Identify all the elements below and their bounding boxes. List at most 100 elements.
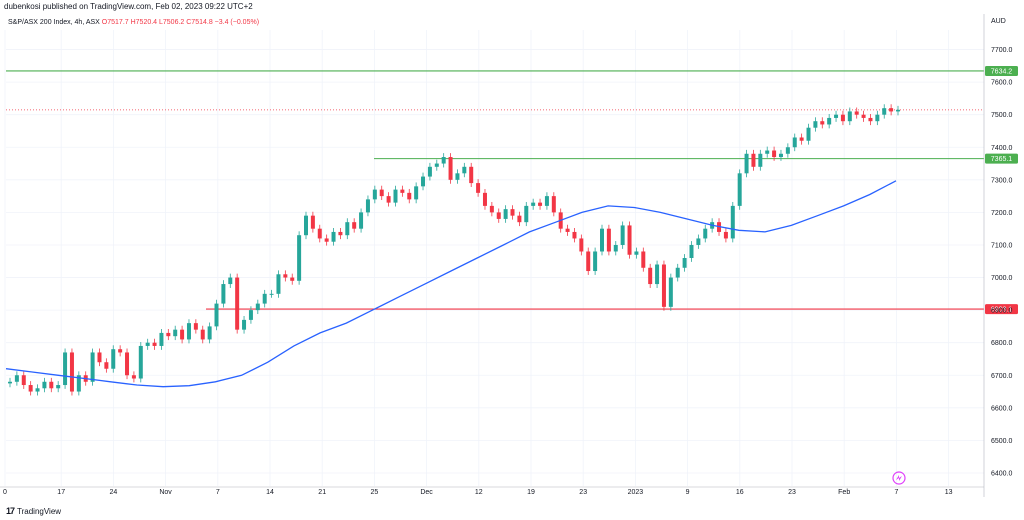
candle-body [531, 202, 536, 206]
candle-body [806, 127, 811, 141]
level-price-label: 6903.1 [991, 307, 1013, 314]
x-tick-label: 7 [894, 489, 898, 496]
candle-body [847, 111, 852, 122]
candle-body [820, 121, 825, 125]
candle-body [579, 238, 584, 252]
symbol-name: S&P/ASX 200 Index, 4h, ASX [8, 19, 100, 26]
candle-body [152, 342, 157, 346]
candle-body [386, 196, 391, 203]
tradingview-logo[interactable]: 17 TradingView [6, 506, 61, 516]
candle-body [868, 117, 873, 122]
candle-body [166, 332, 171, 337]
x-tick-label: 24 [110, 489, 118, 496]
candle-body [242, 319, 247, 330]
y-tick-label: 6500.0 [991, 438, 1013, 445]
candle-body [63, 352, 68, 386]
candle-body [517, 215, 522, 223]
candle-body [496, 212, 501, 219]
candle-body [262, 293, 267, 304]
candle-body [730, 205, 735, 239]
y-tick-label: 6900.0 [991, 308, 1013, 315]
candle-body [248, 310, 253, 320]
candle-body [365, 199, 370, 213]
candle-body [606, 228, 611, 252]
candle-body [827, 117, 832, 125]
y-tick-label: 7700.0 [991, 47, 1013, 54]
x-tick-label: 25 [371, 489, 379, 496]
candle-body [434, 163, 439, 167]
candle-body [97, 352, 102, 363]
candle-body [207, 326, 212, 340]
x-tick-label: 21 [318, 489, 326, 496]
y-tick-label: 6400.0 [991, 470, 1013, 477]
price-axis[interactable]: 6400.0 6500.0 6600.0 6700.0 6800.0 6900.0 7000… [0, 14, 1013, 497]
tradingview-badge-icon[interactable] [892, 471, 906, 485]
candle-body [600, 228, 604, 252]
candle-body [180, 329, 185, 340]
candle-body [8, 381, 12, 384]
candle-body [407, 192, 412, 200]
candle-body [200, 329, 205, 340]
candle-body [792, 137, 797, 148]
candle-body [193, 323, 198, 330]
candle-body [324, 238, 329, 242]
candle-body [186, 323, 191, 340]
candle-body [131, 375, 136, 379]
candle-body [875, 114, 880, 122]
candle-body [372, 189, 377, 200]
x-tick-label: 2023 [628, 489, 644, 496]
horizontal-levels[interactable]: 7634.2 7365.1 6903.1 [6, 65, 1018, 315]
candle-body [455, 173, 460, 180]
tv-logo-icon: 17 [6, 506, 15, 516]
candle-body [785, 147, 790, 154]
candle-body [228, 277, 233, 285]
x-tick-label: 7 [216, 489, 220, 496]
candle-body [861, 114, 866, 118]
candle-body [159, 332, 164, 346]
candle-body [359, 212, 364, 229]
publisher-line: dubenkosi published on TradingView.com, … [4, 2, 253, 11]
candle-body [675, 267, 680, 278]
level-price-label: 7634.2 [991, 69, 1013, 76]
x-tick-label: 0 [3, 489, 7, 496]
y-tick-label: 7100.0 [991, 242, 1013, 249]
candle-body [648, 267, 653, 285]
x-tick-label: 16 [736, 489, 744, 496]
candle-body [572, 231, 577, 239]
candle-body [379, 189, 384, 197]
candle-body [69, 352, 74, 392]
candle-body [414, 186, 419, 200]
y-tick-label: 6600.0 [991, 405, 1013, 412]
y-tick-label: 7500.0 [991, 112, 1013, 119]
x-tick-label: 9 [686, 489, 690, 496]
x-tick-label: 13 [945, 489, 953, 496]
candle-body [634, 251, 639, 255]
candle-body [703, 228, 708, 239]
x-tick-label: Nov [159, 489, 172, 496]
time-axis[interactable]: 0 17 24 Nov 7 14 21 25 Dec 12 19 23 2023 9 16 23 Feb 7 13 [3, 489, 953, 496]
candle-body [125, 352, 130, 376]
candle-body [751, 153, 756, 167]
candle-body [49, 381, 54, 389]
x-tick-label: Dec [420, 489, 433, 496]
candle-body [551, 196, 556, 213]
candle-body [620, 225, 625, 245]
symbol-legend[interactable]: S&P/ASX 200 Index, 4h, ASX O7517.7 H7520… [8, 19, 259, 26]
candles [8, 104, 900, 396]
candle-body [317, 228, 322, 239]
candle-body [613, 244, 618, 252]
grid [4, 30, 984, 486]
candle-body [276, 274, 281, 294]
y-tick-label: 7200.0 [991, 210, 1013, 217]
x-tick-label: 17 [57, 489, 65, 496]
candle-body [813, 121, 818, 128]
candle-body [76, 375, 81, 392]
level-price-label: 7365.1 [991, 156, 1013, 163]
candle-body [778, 153, 783, 158]
candle-body [682, 258, 687, 268]
candle-body [510, 209, 515, 216]
brand-name: TradingView [17, 506, 62, 516]
candle-body [544, 196, 549, 206]
y-tick-label: 7400.0 [991, 145, 1013, 152]
